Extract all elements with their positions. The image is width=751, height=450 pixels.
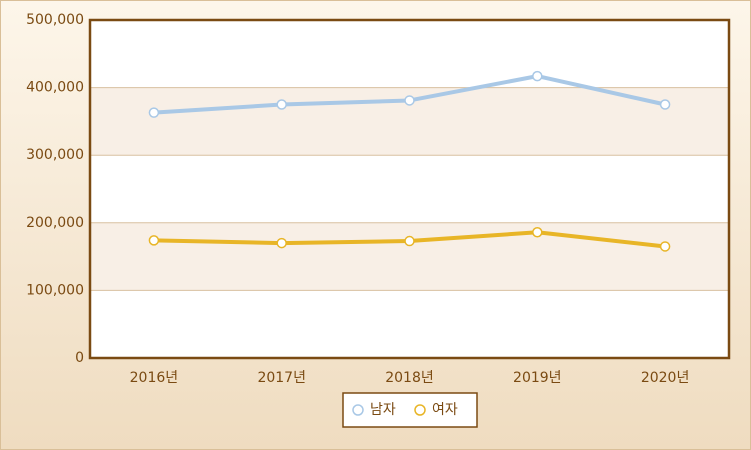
legend-marker — [352, 404, 364, 416]
x-tick-label: 2016년 — [130, 370, 179, 386]
data-point — [659, 99, 671, 110]
x-tick-label: 2019년 — [513, 370, 562, 386]
y-tick-label: 0 — [75, 350, 84, 366]
x-tick-label: 2017년 — [257, 370, 306, 386]
y-tick-label: 500,000 — [26, 12, 84, 28]
y-tick-label: 300,000 — [26, 147, 84, 163]
data-point — [404, 95, 415, 106]
y-tick-label: 400,000 — [26, 80, 84, 96]
data-point — [276, 237, 287, 249]
grid-band — [90, 222, 729, 291]
x-tick-label: 2020년 — [641, 370, 690, 386]
data-point — [148, 235, 160, 246]
legend — [342, 392, 478, 428]
data-point — [532, 70, 543, 82]
plot-frame — [88, 18, 731, 360]
data-point — [148, 107, 160, 118]
legend-label: 남자 — [370, 402, 396, 418]
x-tick-label: 2018년 — [385, 370, 434, 386]
y-tick-label: 200,000 — [26, 215, 84, 231]
y-tick-label: 100,000 — [26, 282, 84, 298]
data-point — [659, 241, 671, 252]
data-point — [276, 99, 287, 110]
data-point — [532, 227, 543, 238]
legend-marker — [414, 404, 426, 416]
legend-label: 여자 — [432, 402, 458, 418]
data-point — [404, 235, 415, 247]
plot-area — [90, 20, 729, 358]
